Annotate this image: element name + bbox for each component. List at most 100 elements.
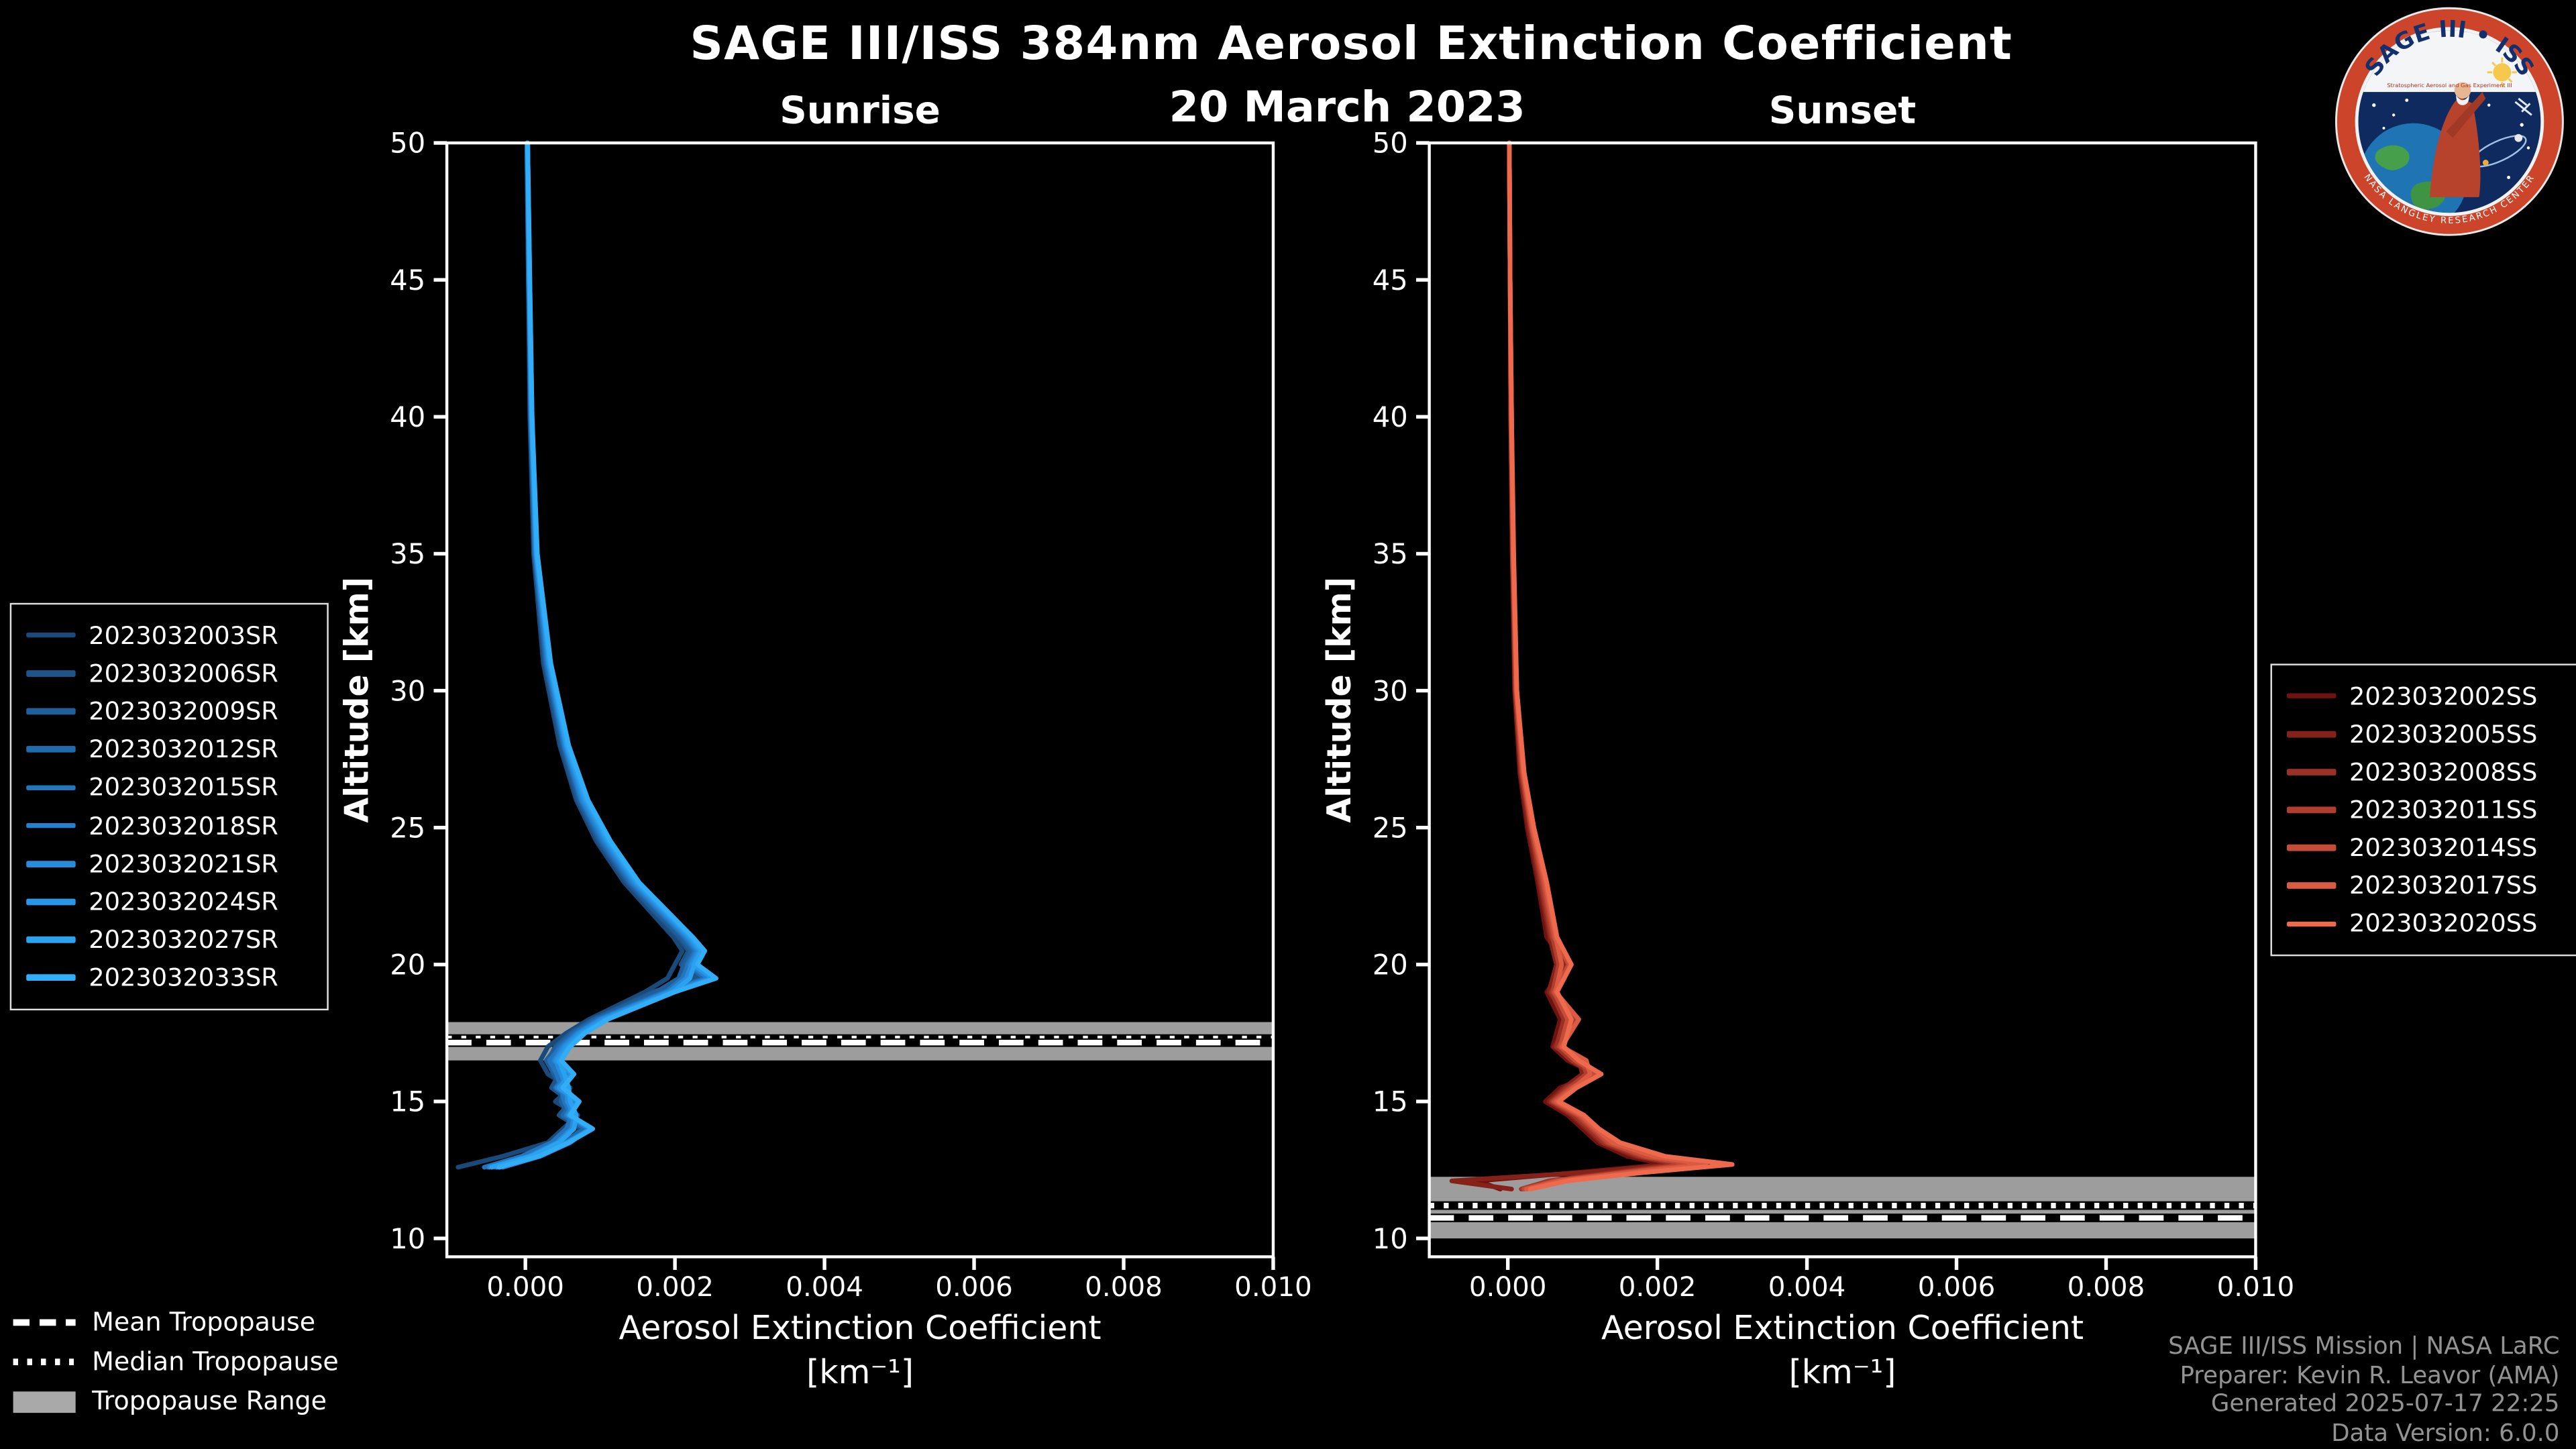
y-tick-label: 25 [390, 811, 425, 844]
legend-label: 2023032014SS [2349, 833, 2538, 863]
legend-label: 2023032005SS [2349, 718, 2538, 749]
legend-item: 2023032002SS [2286, 677, 2569, 715]
profile-line-2023032011SS [1507, 140, 1690, 1192]
profile-line-2023032021SR [487, 140, 702, 1170]
y-tick-label: 45 [390, 264, 425, 297]
sunset-plot: 0.000 0.002 0.004 0.006 0.008 0.010 10 15 20 25 30… [1320, 127, 2295, 1303]
legend-label: 2023032018SR [89, 810, 278, 841]
credit-line-preparer: Preparer: Kevin R. Leavor (AMA) [2180, 1362, 2560, 1389]
logo-subtitle: Stratospheric Aerosol and Gas Experiment… [2387, 82, 2512, 89]
legend-item: 2023032021SR [26, 845, 312, 883]
median-tropopause-swatch [13, 1358, 76, 1366]
legend-item: 2023032014SS [2286, 829, 2569, 867]
credit-line-version: Data Version: 6.0.0 [2331, 1420, 2560, 1448]
tropopause-legend: Mean Tropopause Median Tropopause Tropop… [13, 1307, 339, 1417]
page-title: SAGE III/ISS 384nm Aerosol Extinction Co… [690, 16, 2013, 71]
legend-line-swatch [2286, 806, 2337, 813]
legend-line-swatch [26, 670, 76, 676]
y-axis-label: Altitude [km] [1320, 577, 1358, 823]
y-axis-label: Altitude [km] [338, 577, 376, 823]
legend-line-swatch [2286, 769, 2337, 775]
mean-tropopause-swatch [13, 1319, 76, 1326]
sunrise-legend: 2023032003SR 2023032006SR 2023032009SR 2023… [9, 602, 329, 1011]
legend-label: 2023032002SS [2349, 681, 2538, 711]
legend-item: 2023032015SR [26, 769, 312, 807]
legend-item: 2023032027SR [26, 921, 312, 959]
legend-item: 2023032005SS [2286, 715, 2569, 753]
logo-sun-icon [2487, 57, 2517, 87]
x-tick-label: 0.004 [1768, 1271, 1846, 1303]
legend-line-swatch [26, 746, 76, 753]
legend-label: 2023032021SR [89, 849, 278, 879]
credits: SAGE III/ISS Mission | NASA LaRC Prepare… [2168, 1334, 2559, 1449]
x-tick-label: 0.006 [1918, 1271, 1996, 1303]
x-axis-label-line1: Aerosol Extinction Coefficient [619, 1307, 1102, 1348]
legend-line-swatch [2286, 692, 2337, 699]
legend-line-swatch [26, 898, 76, 905]
profile-line-2023032009SR [485, 140, 694, 1170]
legend-label: 2023032033SR [89, 963, 278, 993]
legend-label: Median Tropopause [92, 1347, 339, 1377]
sunset-x-axis-label: Aerosol Extinction Coefficient [km⁻¹] [1430, 1306, 2256, 1395]
sunset-panel: Sunset 0.000 0.002 0.004 0.006 0.008 0.010 10 1… [1311, 91, 2296, 1421]
y-tick-label: 10 [390, 1222, 425, 1255]
y-tick-label: 10 [1373, 1222, 1408, 1255]
sunrise-x-axis-label: Aerosol Extinction Coefficient [km⁻¹] [447, 1306, 1273, 1395]
legend-line-swatch [26, 632, 76, 639]
legend-item: 2023032011SS [2286, 791, 2569, 829]
x-tick-label: 0.002 [636, 1271, 714, 1303]
plot-frame [1428, 141, 2257, 1258]
y-tick-label: 20 [1373, 949, 1408, 981]
x-tick-label: 0.000 [486, 1271, 564, 1303]
legend-item: 2023032018SR [26, 806, 312, 845]
y-tick-label: 35 [1373, 537, 1408, 570]
sunset-legend: 2023032002SS 2023032005SS 2023032008SS 2023… [2270, 663, 2576, 957]
x-tick-label: 0.004 [786, 1271, 863, 1303]
credit-line-mission: SAGE III/ISS Mission | NASA LaRC [2168, 1334, 2560, 1360]
legend-line-swatch [2286, 920, 2337, 927]
legend-item-mean-tropopause: Mean Tropopause [13, 1307, 339, 1337]
logo-stars-icon [2372, 98, 2530, 179]
legend-item-median-tropopause: Median Tropopause [13, 1347, 339, 1377]
x-tick-label: 0.008 [1085, 1271, 1163, 1303]
legend-label: 2023032011SS [2349, 795, 2538, 825]
legend-line-swatch [2286, 845, 2337, 851]
legend-label: 2023032003SR [89, 620, 278, 650]
legend-item-tropopause-range: Tropopause Range [13, 1386, 339, 1417]
profile-line-2023032015SR [482, 140, 698, 1170]
legend-line-swatch [26, 936, 76, 943]
legend-label: Tropopause Range [92, 1386, 327, 1417]
sunrise-title: Sunrise [780, 90, 941, 133]
legend-item: 2023032003SR [26, 616, 312, 654]
legend-line-swatch [26, 708, 76, 714]
page-date: 20 March 2023 [1169, 83, 1525, 133]
x-tick-label: 0.010 [2217, 1271, 2295, 1303]
legend-label: 2023032027SR [89, 925, 278, 955]
y-tick-label: 25 [1373, 811, 1408, 844]
profile-line-2023032014SS [1507, 140, 1697, 1192]
legend-label: 2023032008SS [2349, 757, 2538, 787]
credit-line-generated: Generated 2025-07-17 22:25 [2210, 1391, 2560, 1418]
x-tick-label: 0.008 [2068, 1271, 2145, 1303]
logo-outer-edge [2334, 7, 2564, 236]
legend-label: 2023032009SR [89, 696, 278, 727]
legend-label: 2023032024SR [89, 887, 278, 917]
x-tick-label: 0.000 [1469, 1271, 1547, 1303]
legend-item: 2023032009SR [26, 692, 312, 731]
profile-line-2023032003SR [455, 140, 685, 1170]
legend-label: 2023032015SR [89, 772, 278, 802]
sunrise-panel: Sunrise 0.000 0.002 0.004 0.006 0.008 0.010 10… [329, 91, 1314, 1421]
x-axis-label-units: [km⁻¹] [1788, 1352, 1896, 1392]
legend-line-swatch [26, 861, 76, 867]
legend-label: 2023032012SR [89, 735, 278, 765]
profile-line-2023032020SS [1507, 140, 1735, 1192]
y-tick-label: 30 [1373, 674, 1408, 707]
y-tick-label: 15 [1373, 1085, 1408, 1118]
legend-item: 2023032017SS [2286, 867, 2569, 905]
legend-label: 2023032017SS [2349, 871, 2538, 901]
legend-label: 2023032006SR [89, 658, 278, 688]
y-tick-label: 35 [390, 537, 425, 570]
x-tick-label: 0.002 [1619, 1271, 1697, 1303]
